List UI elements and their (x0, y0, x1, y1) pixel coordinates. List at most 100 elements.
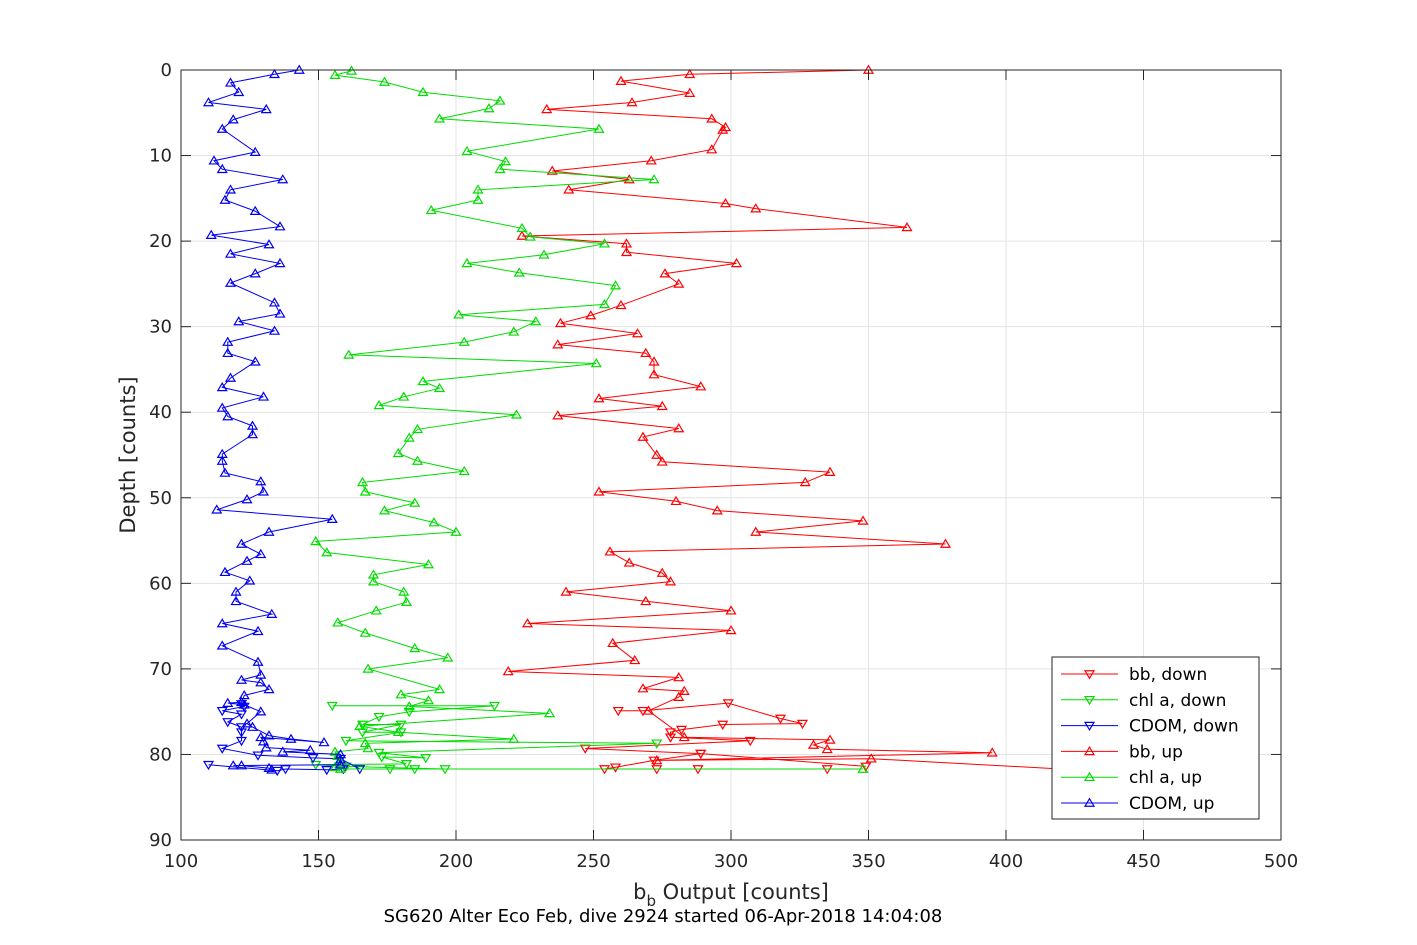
data-point (216, 381, 228, 392)
y-tick-label: 40 (149, 402, 172, 423)
data-point (219, 467, 231, 477)
data-point (392, 726, 404, 737)
data-point (711, 505, 723, 515)
data-point (513, 267, 525, 277)
data-point (235, 674, 248, 684)
data-point (670, 495, 682, 506)
data-point (235, 728, 248, 738)
data-point (326, 513, 338, 524)
data-point (304, 744, 316, 755)
data-point (722, 699, 734, 709)
data-point (640, 347, 652, 358)
series-line (508, 69, 1062, 770)
data-point (263, 730, 275, 740)
data-point (645, 155, 657, 165)
data-point (395, 720, 407, 730)
data-point (208, 155, 220, 165)
data-point (359, 737, 371, 748)
data-point (695, 749, 707, 760)
legend-box (1051, 656, 1260, 820)
data-point (428, 517, 440, 527)
legend-item: CDOM, down (1061, 717, 1239, 737)
data-point (373, 712, 385, 723)
data-point (398, 391, 410, 401)
data-point (293, 64, 305, 74)
legend-item: chl a, down (1061, 691, 1226, 711)
data-point (516, 222, 528, 233)
data-point (939, 538, 952, 548)
data-point (821, 765, 833, 775)
data-point (219, 566, 231, 577)
y-tick-label: 60 (149, 573, 172, 594)
y-tick-label: 0 (161, 60, 172, 81)
data-point (684, 87, 696, 97)
data-point (359, 486, 371, 496)
data-point (255, 476, 267, 486)
data-point (249, 146, 261, 156)
x-tick-label: 100 (164, 851, 198, 872)
data-point (637, 683, 649, 693)
data-point (216, 402, 228, 412)
data-point (857, 515, 869, 525)
series-layer (202, 64, 1067, 777)
x-tick-label: 250 (576, 851, 610, 872)
figure-caption: SG620 Alter Eco Feb, dive 2924 started 0… (384, 906, 943, 927)
legend-marker (1083, 771, 1096, 782)
data-point (623, 557, 635, 567)
data-point (422, 559, 435, 569)
data-point (318, 737, 330, 747)
data-point (620, 246, 633, 257)
data-point (219, 194, 231, 204)
data-point (673, 691, 685, 701)
data-point (673, 278, 685, 288)
data-point (516, 230, 528, 240)
data-point (216, 618, 228, 628)
legend-label: bb, up (1129, 742, 1183, 762)
data-point (554, 317, 567, 328)
legend-item: bb, up (1061, 742, 1183, 762)
data-point (433, 683, 446, 694)
data-point (656, 400, 668, 411)
data-point (725, 605, 737, 615)
data-point (458, 465, 470, 476)
data-point (384, 765, 396, 775)
data-point (222, 411, 234, 421)
data-point (241, 555, 253, 565)
data-point (378, 76, 391, 86)
data-point (604, 546, 616, 556)
data-point (263, 762, 275, 772)
data-point (222, 697, 234, 707)
data-point (233, 86, 245, 97)
data-point (651, 739, 663, 749)
data-point (725, 624, 737, 635)
data-point (202, 760, 215, 771)
data-point (260, 103, 272, 114)
data-point (538, 249, 550, 259)
data-point (230, 595, 242, 606)
legend-label: chl a, down (1129, 691, 1226, 711)
legend-marker (1083, 695, 1096, 706)
data-point (334, 749, 347, 759)
data-point (626, 97, 638, 107)
data-point (222, 336, 234, 346)
x-tick-label: 150 (301, 851, 335, 872)
data-point (648, 369, 660, 379)
data-point (326, 701, 338, 712)
data-point (356, 720, 369, 730)
data-point (400, 760, 413, 770)
x-axis-label: bb Output [counts] (633, 880, 829, 910)
data-point (664, 576, 677, 586)
data-point (799, 476, 811, 487)
y-tick-label: 80 (149, 744, 172, 765)
data-point (494, 163, 506, 174)
data-point (224, 77, 237, 87)
data-point (530, 316, 542, 326)
legend-label: CDOM, down (1129, 717, 1239, 737)
data-point (367, 576, 380, 586)
data-point (376, 753, 388, 763)
data-point (332, 617, 344, 627)
data-point (263, 526, 275, 536)
data-point (458, 336, 470, 346)
data-point (585, 310, 597, 320)
x-tick-label: 200 (439, 851, 473, 872)
